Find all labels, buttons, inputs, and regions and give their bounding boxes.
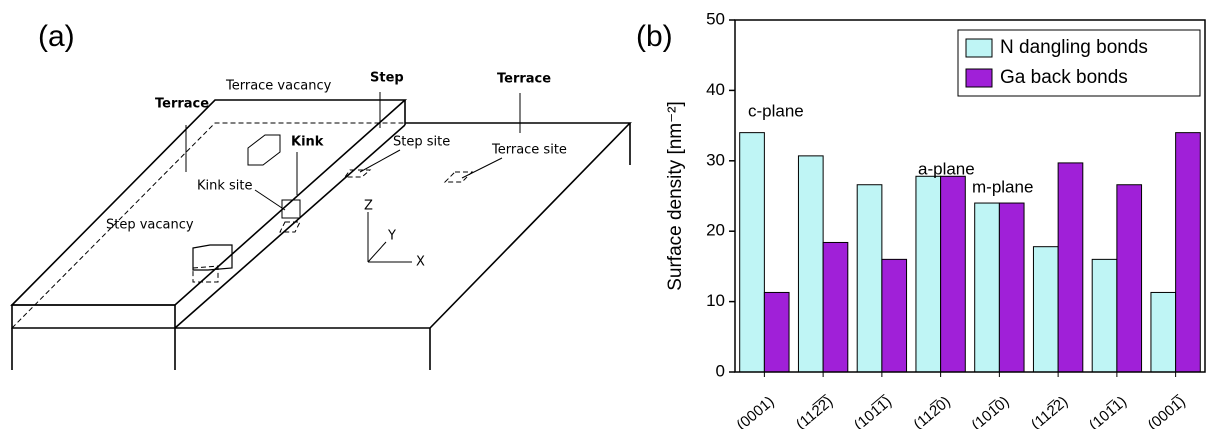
- y-tick-label: 20: [706, 221, 725, 240]
- y-tick-label: 10: [706, 291, 725, 310]
- arrow: [254, 189, 286, 211]
- bar: [797, 155, 824, 373]
- y-tick-label: 30: [706, 150, 725, 169]
- bar: [1091, 258, 1118, 373]
- bar: [998, 202, 1025, 373]
- diagram-label: Kink site: [197, 179, 253, 194]
- bar: [1175, 132, 1201, 373]
- diagram-label: X: [416, 255, 425, 270]
- x-tick-label: (101̅1): [1086, 393, 1130, 429]
- axis-y: [367, 241, 387, 263]
- arrow: [461, 157, 503, 179]
- plot-frame: [734, 19, 1206, 373]
- bar: [1032, 246, 1059, 373]
- hidden-edge: [11, 122, 405, 329]
- x-tick-label: (112̅2̅): [793, 393, 836, 429]
- y-tick-label: 40: [706, 80, 725, 99]
- bar: [915, 175, 942, 373]
- annotation: c-plane: [748, 101, 804, 120]
- lower-terrace: [175, 122, 632, 329]
- x-tick-label: (112̅0): [910, 393, 953, 429]
- terrace-front: [11, 304, 176, 329]
- y-axis-label: Surface density [nm⁻²]: [665, 101, 686, 291]
- bar: [739, 132, 765, 373]
- legend-box: [957, 29, 1201, 97]
- arrow: [359, 149, 401, 173]
- diagram-label: Kink: [291, 135, 324, 150]
- bar: [763, 291, 790, 373]
- bar: [856, 184, 883, 373]
- legend-swatch: [965, 68, 993, 88]
- bar: [881, 258, 908, 373]
- diagram-label: Terrace: [497, 72, 551, 87]
- panel-label: (b): [636, 20, 673, 53]
- diagram-label: Z: [364, 199, 373, 214]
- y-tick-label: 50: [706, 9, 725, 28]
- upper-terrace: [10, 99, 408, 306]
- bar: [1116, 184, 1143, 373]
- annotation: a-plane: [918, 159, 975, 178]
- diagram-label: Step site: [393, 135, 450, 150]
- diagram-label: Terrace site: [491, 143, 567, 158]
- bar: [1057, 162, 1084, 373]
- x-tick-label: (0001): [733, 393, 777, 429]
- bar: [822, 241, 849, 373]
- annotation: m-plane: [972, 177, 1033, 196]
- kink-site: [279, 221, 301, 233]
- legend-swatch: [965, 38, 993, 58]
- legend-label: Ga back bonds: [1000, 67, 1128, 88]
- bar: [974, 202, 1000, 373]
- diagram-label: Y: [387, 229, 396, 244]
- x-tick-label: (0001̅): [1145, 393, 1189, 429]
- terrace-vacancy: [247, 134, 281, 166]
- step-site: [344, 169, 372, 178]
- terrace-site: [443, 171, 474, 183]
- diagram-label: Terrace: [155, 97, 209, 112]
- surface-diagram: [10, 92, 632, 370]
- bar: [940, 175, 966, 373]
- diagram-label: Step: [370, 71, 404, 86]
- step-edge: [174, 124, 406, 329]
- bar: [1150, 291, 1177, 373]
- x-tick-label: (112̅2): [1028, 393, 1071, 429]
- panel-label: (a): [38, 20, 75, 53]
- y-tick-label: 0: [716, 361, 725, 380]
- kink: [281, 199, 301, 219]
- legend-label: N dangling bonds: [1000, 37, 1148, 58]
- x-tick-label: (101̅0): [968, 393, 1012, 429]
- diagram-label: Terrace vacancy: [225, 79, 332, 94]
- x-tick-label: (101̅1̅): [851, 393, 895, 429]
- step-vacancy: [192, 244, 233, 271]
- diagram-label: Step vacancy: [106, 218, 194, 233]
- step-vacancy-base: [192, 265, 219, 283]
